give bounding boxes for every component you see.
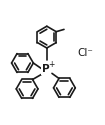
Text: Cl⁻: Cl⁻	[77, 48, 93, 58]
Text: +: +	[48, 60, 55, 69]
Text: P: P	[42, 64, 50, 74]
